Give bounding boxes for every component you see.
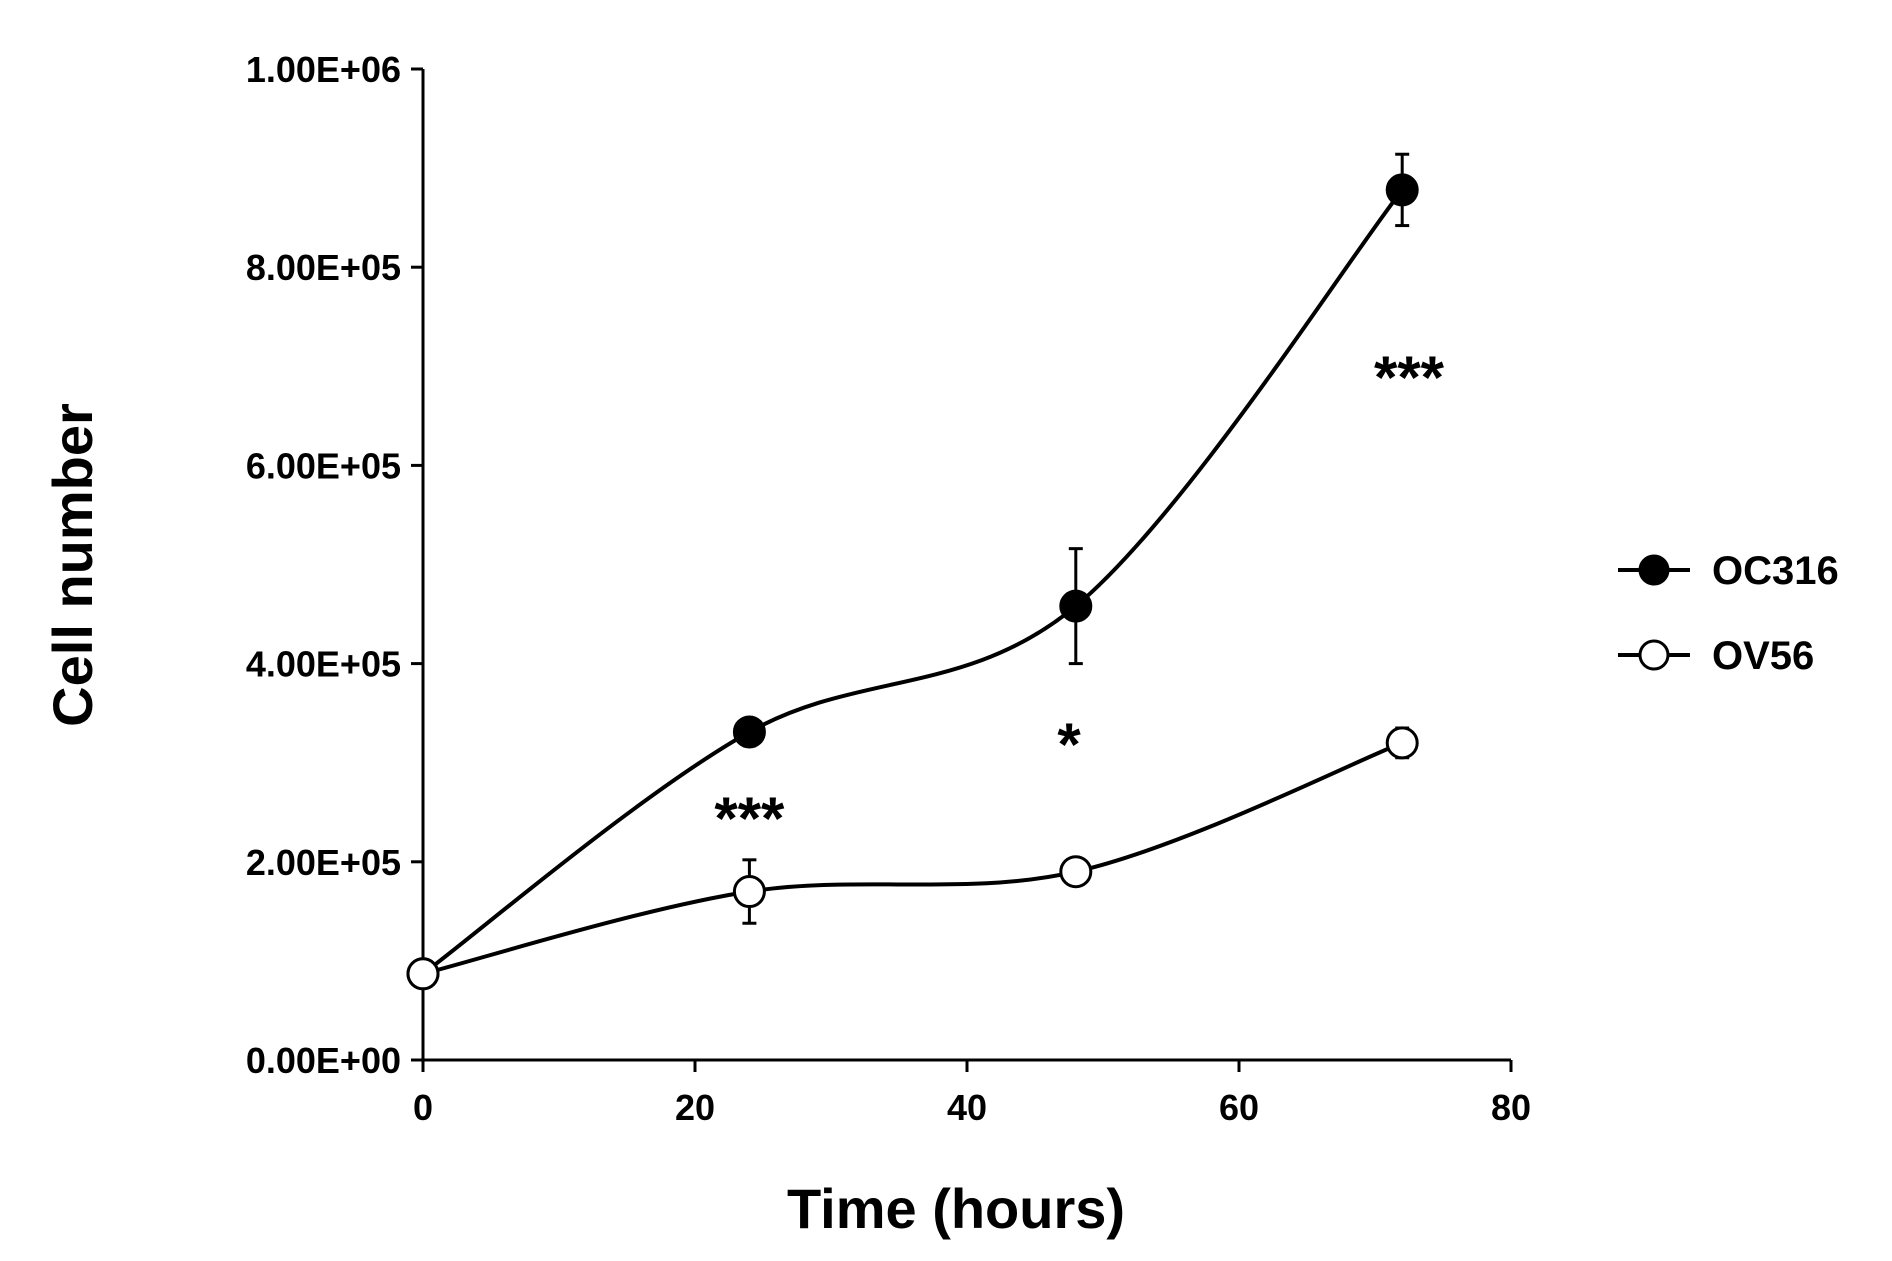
significance-annotation: *** — [1374, 344, 1445, 411]
y-tick-label: 2.00E+05 — [246, 842, 401, 883]
y-tick-label: 8.00E+05 — [246, 247, 401, 288]
y-axis-title: Cell number — [41, 403, 104, 727]
y-tick-label: 1.00E+06 — [246, 49, 401, 90]
y-tick-label: 4.00E+05 — [246, 644, 401, 685]
axes: 0 20 40 60 80 0.00E+00 2.00E+05 4.00E+05 6.00E+0… — [246, 49, 1531, 1128]
data-point-OC316 — [732, 715, 766, 749]
significance-annotation: *** — [714, 785, 785, 852]
x-tick-label: 40 — [947, 1087, 987, 1128]
series-line-OC316 — [421, 188, 1404, 976]
data-point-OC316 — [1059, 589, 1093, 623]
data-point-OC316 — [1385, 173, 1419, 207]
data-point-OV56 — [1059, 855, 1093, 889]
x-tick-label: 80 — [1491, 1087, 1531, 1128]
legend-label: OC316 — [1712, 549, 1839, 593]
y-tick-label: 0.00E+00 — [246, 1040, 401, 1081]
x-tick-label: 0 — [413, 1087, 433, 1128]
significance-annotation: * — [1057, 711, 1081, 778]
series-layer — [406, 152, 1419, 991]
data-point-OV56 — [732, 875, 766, 909]
x-tick-label: 20 — [675, 1087, 715, 1128]
annotations: ******* — [714, 344, 1444, 852]
y-tick-label: 6.00E+05 — [246, 445, 401, 486]
legend-marker — [1638, 639, 1670, 671]
series-line-OV56 — [422, 741, 1403, 976]
legend: OC316 OV56 — [1618, 549, 1839, 678]
legend-label: OV56 — [1712, 634, 1814, 678]
x-axis-title: Time (hours) — [787, 1177, 1125, 1240]
x-tick-label: 60 — [1219, 1087, 1259, 1128]
data-point-OV56 — [1385, 726, 1419, 760]
legend-marker — [1638, 554, 1670, 586]
data-point-OV56 — [406, 957, 440, 991]
